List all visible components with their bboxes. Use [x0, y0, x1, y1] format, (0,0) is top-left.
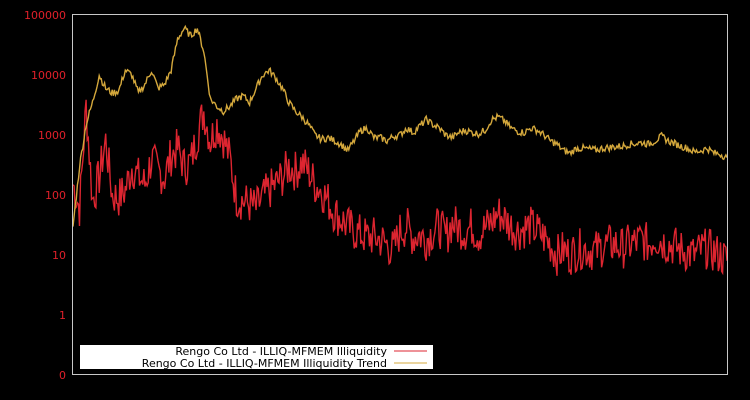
legend-box [80, 345, 433, 369]
y-tick-label: 1000 [38, 129, 66, 142]
plot-frame [72, 14, 728, 375]
y-tick-label: 100000 [24, 9, 66, 22]
illiquidity-line [72, 99, 728, 276]
illiquidity-trend-line [72, 24, 728, 227]
y-tick-label: 100 [45, 189, 66, 202]
legend: Rengo Co Ltd - ILLIQ-MFMEM Illiquidity R… [80, 345, 433, 370]
legend-label-trend: Rengo Co Ltd - ILLIQ-MFMEM Illiquidity T… [142, 357, 387, 370]
legend-label-illiquidity: Rengo Co Ltd - ILLIQ-MFMEM Illiquidity [175, 345, 387, 358]
y-tick-label: 10 [52, 249, 66, 262]
y-tick-label: 0 [59, 369, 66, 382]
y-tick-label: 1 [59, 309, 66, 322]
y-axis-ticks: 100000 10000 1000 100 10 1 0 [24, 9, 66, 382]
series-layer [72, 24, 728, 276]
y-tick-label: 10000 [31, 69, 66, 82]
